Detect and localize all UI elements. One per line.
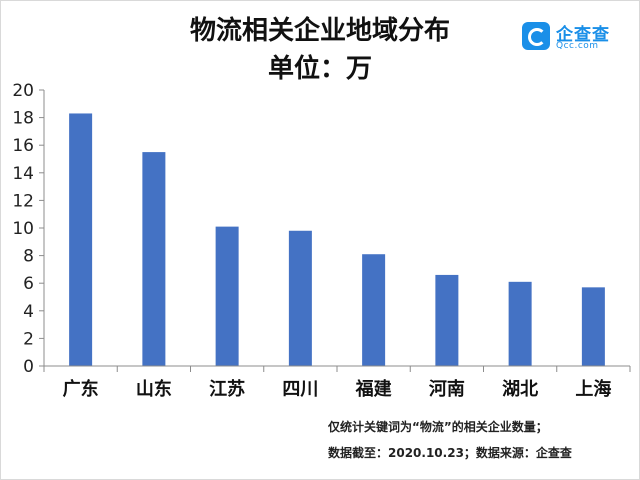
bar-3 xyxy=(215,226,239,366)
y-tick-label: 20 xyxy=(12,81,34,101)
y-tick-label: 16 xyxy=(12,136,34,156)
chart-title: 物流相关企业地域分布 xyxy=(189,16,450,46)
x-tick-label: 山东 xyxy=(136,378,172,400)
x-tick-label: 福建 xyxy=(355,378,392,400)
bar-4 xyxy=(288,230,312,366)
y-tick-label: 2 xyxy=(23,329,34,349)
footnote-source: 数据截至：2020.10.23；数据来源：企查查 xyxy=(328,446,572,460)
x-tick-label: 江苏 xyxy=(209,378,245,400)
magnifier-logo-icon xyxy=(522,22,550,50)
x-axis: 广东 山东 江苏 四川 福建 河南 湖北 上海 xyxy=(43,365,631,400)
y-tick-label: 12 xyxy=(12,191,34,211)
chart-subtitle: 单位：万 xyxy=(267,54,372,84)
logo-name: 企查查 xyxy=(556,25,610,45)
y-tick-label: 0 xyxy=(23,357,34,377)
footnote-scope: 仅统计关键词为“物流”的相关企业数量； xyxy=(328,420,548,434)
brand-logo: 企查查 Qcc.com xyxy=(522,20,632,54)
x-tick-label: 湖北 xyxy=(502,379,538,400)
x-tick-label: 广东 xyxy=(63,378,99,400)
x-tick-label: 河南 xyxy=(429,378,465,400)
y-tick-label: 14 xyxy=(12,164,34,184)
bar-8 xyxy=(581,287,605,366)
y-tick-label: 10 xyxy=(12,219,34,239)
x-tick-label: 四川 xyxy=(282,379,318,400)
x-tick-label: 上海 xyxy=(575,378,611,400)
bar-2 xyxy=(142,152,166,366)
bars xyxy=(69,113,605,367)
y-axis: 0 2 4 6 8 10 12 14 16 18 20 xyxy=(12,81,45,377)
y-tick-label: 18 xyxy=(12,109,34,129)
y-tick-label: 8 xyxy=(23,247,34,267)
bar-7 xyxy=(508,281,532,366)
bar-6 xyxy=(435,274,459,366)
bar-1 xyxy=(69,113,93,367)
y-tick-label: 6 xyxy=(23,274,34,294)
logo-domain: Qcc.com xyxy=(556,41,599,51)
bar-5 xyxy=(362,254,386,366)
y-tick-label: 4 xyxy=(23,302,34,322)
